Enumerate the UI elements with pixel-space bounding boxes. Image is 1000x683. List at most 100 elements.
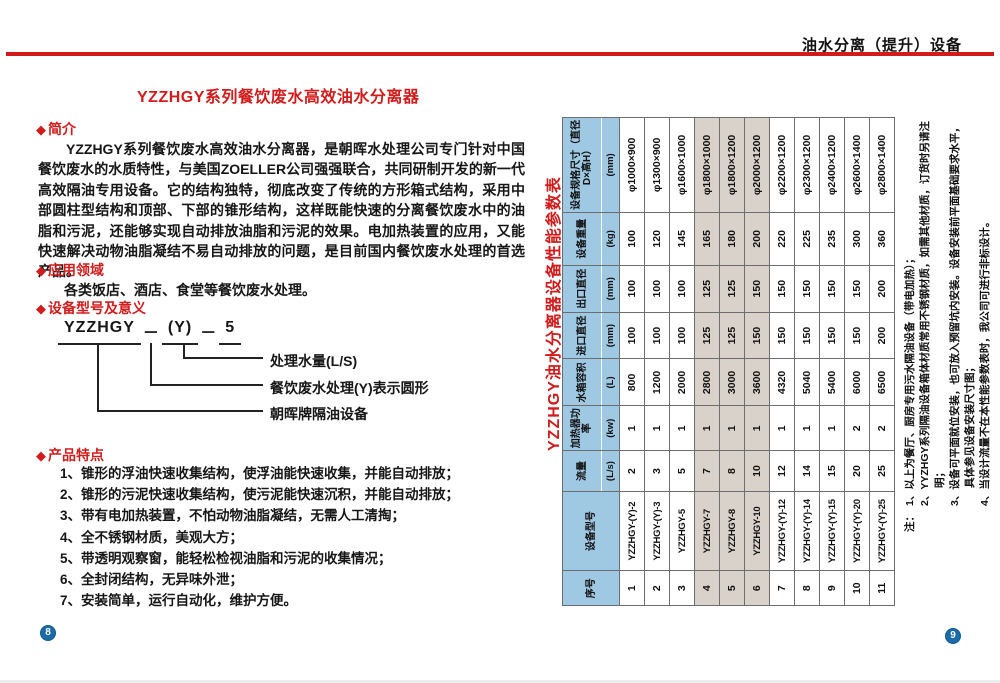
application-text: 各类饭店、酒店、食堂等餐饮废水处理。 [64, 282, 316, 298]
data-cell: 1 [744, 405, 770, 451]
data-cell: φ2800×1400 [869, 117, 895, 213]
table-row: 10 YZZHGY-(Y)-20 20 2 6000 150 150 300 φ2600×140… [844, 117, 870, 606]
data-cell: 120 [644, 212, 670, 266]
data-cell: 2 [869, 405, 895, 451]
table-row: 5 YZZHGY-8 8 1 3000 125 125 180 φ1800×1200 [719, 117, 745, 606]
page-bottom-edge [0, 680, 1000, 683]
data-cell: 100 [619, 312, 645, 359]
data-cell: 100 [644, 312, 670, 359]
diamond-bullet-icon: ◆ [36, 301, 46, 316]
page-number-badge-left: 8 [40, 625, 56, 641]
data-cell: 235 [819, 212, 845, 266]
data-cell: 150 [769, 265, 795, 313]
feature-item: 3、带有电加热装置，不怕动物油脂凝结，无需人工清掏； [60, 508, 406, 524]
data-cell: 150 [794, 312, 820, 359]
data-cell: 8 [719, 450, 745, 492]
note-prefix [918, 506, 948, 532]
performance-table: 序号 设备型号 流量 (L/s) 加热器功率 (kw) 水箱容积 (L) 进口直径 (mm) 出口直… [562, 117, 895, 606]
diamond-bullet-icon: ◆ [36, 263, 46, 278]
data-cell: φ2600×1400 [844, 117, 870, 213]
data-cell: YZZHGY-7 [694, 491, 720, 571]
model-label-flow: 处理水量(L/S) [270, 353, 358, 369]
data-cell: YZZHGY-(Y)-15 [819, 491, 845, 571]
note-item: 4、当设计流量不在本性能参数表时，我公司可进行非标设计。 [978, 116, 993, 532]
data-cell: 220 [769, 212, 795, 266]
data-cell: 125 [719, 265, 745, 313]
data-cell: 300 [844, 212, 870, 266]
data-cell: 125 [694, 265, 720, 313]
data-cell: 5040 [794, 359, 820, 406]
data-cell: 1 [719, 405, 745, 451]
data-cell: φ1300×900 [644, 117, 670, 213]
model-label-brand: 朝晖牌隔油设备 [270, 406, 368, 422]
data-cell: YZZHGY-8 [719, 491, 745, 571]
note-prefix: 注： [904, 511, 916, 532]
data-cell: 10 [744, 450, 770, 492]
data-cell: 145 [669, 212, 695, 266]
section-heading-features: ◆ 产品特点 [36, 447, 104, 463]
data-cell: YZZHGY-(Y)-14 [794, 491, 820, 571]
data-cell: φ2000×1200 [744, 117, 770, 213]
feature-item: 6、全封闭结构，无异味外泄； [60, 572, 244, 588]
data-cell: φ2400×1200 [819, 117, 845, 213]
data-cell: YZZHGY-(Y)-3 [644, 491, 670, 571]
data-cell: 11 [869, 570, 895, 606]
data-cell: 14 [794, 450, 820, 492]
note-item: 3、设备可平面就位安装，也可放入预留坑内安装。设备安装前平面基础要求水平，具体参… [948, 116, 978, 532]
data-cell: 150 [819, 265, 845, 313]
data-cell: 150 [744, 312, 770, 359]
data-cell: 7 [769, 570, 795, 606]
data-cell: 200 [869, 312, 895, 359]
data-cell: 2 [644, 570, 670, 606]
model-code-brand: YZZHGY [58, 319, 141, 345]
data-cell: 100 [669, 265, 695, 313]
data-cell: 25 [869, 450, 895, 492]
table-row: 3 YZZHGY-5 5 1 2000 100 100 145 φ1600×1000 [669, 117, 695, 606]
data-cell: 2000 [669, 359, 695, 406]
data-cell: YZZHGY-(Y)-25 [869, 491, 895, 571]
feature-item: 7、安装简单，运行自动化，维护方便。 [60, 593, 298, 609]
model-code: YZZHGY － (Y) － 5 [58, 319, 242, 345]
header-cell: 流量 (L/s) [562, 450, 620, 492]
data-cell: 150 [744, 265, 770, 313]
page-title: YZZHGY系列餐饮废水高效油水分离器 [137, 89, 420, 106]
connector-line [97, 343, 263, 412]
data-cell: 10 [844, 570, 870, 606]
data-cell: 3 [644, 450, 670, 492]
data-cell: φ2200×1200 [769, 117, 795, 213]
data-cell: 1 [619, 570, 645, 606]
data-cell: 3600 [744, 359, 770, 406]
model-code-flow: 5 [219, 319, 242, 345]
performance-table-title: YZZHGY油水分离器设备性能参数表 [546, 176, 563, 451]
data-cell: 3 [669, 570, 695, 606]
data-cell: 3000 [719, 359, 745, 406]
connector-line [183, 343, 263, 359]
section-heading-model: ◆ 设备型号及意义 [36, 300, 146, 316]
data-cell: 1200 [644, 359, 670, 406]
data-cell: 125 [719, 312, 745, 359]
data-cell: 125 [694, 312, 720, 359]
data-cell: YZZHGY-(Y)-2 [619, 491, 645, 571]
data-cell: 2 [844, 405, 870, 451]
data-cell: φ2300×1200 [794, 117, 820, 213]
feature-item: 2、锥形的污泥快速收集结构，使污泥能快速沉积，并能自动排放； [60, 487, 460, 503]
data-cell: 150 [794, 265, 820, 313]
data-cell: YZZHGY-(Y)-20 [844, 491, 870, 571]
data-cell: 150 [769, 312, 795, 359]
data-cell: 1 [644, 405, 670, 451]
header-cell: 设备规格尺寸（直径D×高H） (mm) [562, 117, 620, 213]
data-cell: 15 [819, 450, 845, 492]
model-label-shape: 餐饮废水处理(Y)表示圆形 [270, 380, 429, 396]
data-cell: 150 [844, 312, 870, 359]
data-cell: YZZHGY-(Y)-12 [769, 491, 795, 571]
note-prefix [978, 506, 993, 532]
data-cell: 150 [819, 312, 845, 359]
connector-line [150, 343, 263, 386]
table-row: 6 YZZHGY-10 10 1 3600 150 150 200 φ2000×1200 [744, 117, 770, 606]
note-item: 2、YYZHGY系列隔油设备箱体材质常用不锈钢材质，如需其他材质，订货时另请注明… [918, 116, 948, 532]
data-cell: φ1800×1000 [694, 117, 720, 213]
data-cell: 8 [794, 570, 820, 606]
data-cell: 7 [694, 450, 720, 492]
table-row: 4 YZZHGY-7 7 1 2800 125 125 165 φ1800×1000 [694, 117, 720, 606]
